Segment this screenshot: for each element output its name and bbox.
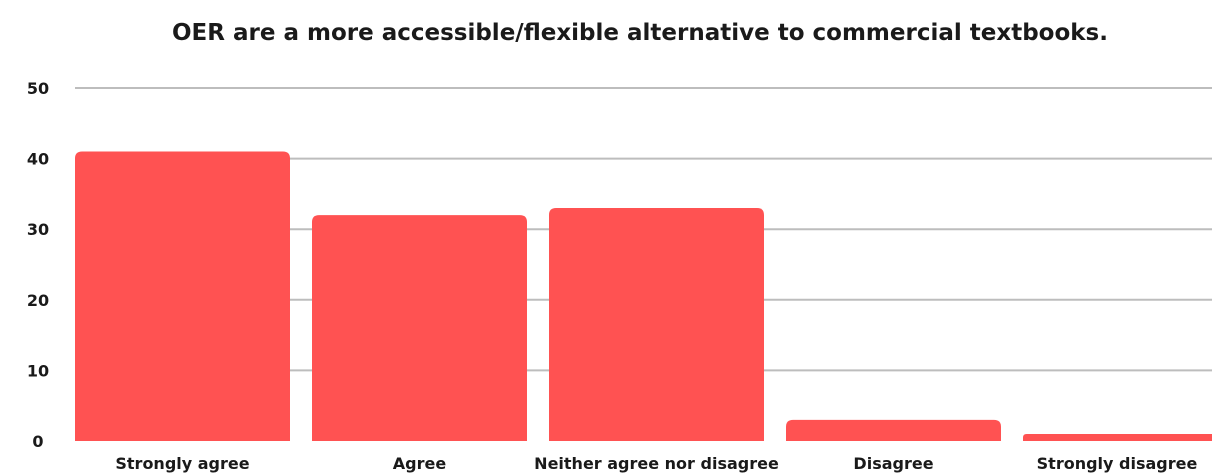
bar-agree (312, 215, 527, 441)
x-category-label: Disagree (853, 454, 933, 473)
y-tick-label: 30 (27, 220, 49, 239)
bar-disagree (786, 419, 1001, 441)
y-axis-tick-labels: 0 10 20 30 40 50 (27, 79, 49, 451)
y-tick-label: 20 (27, 291, 49, 310)
bar-strongly-agree (75, 151, 290, 442)
y-tick-label: 50 (27, 79, 49, 98)
bar-strongly-disagree (1023, 433, 1212, 441)
x-category-label: Strongly agree (115, 454, 249, 473)
chart-title: OER are a more accessible/flexible alter… (172, 20, 1108, 46)
x-axis-category-labels: Strongly agree Agree Neither agree nor dis… (115, 454, 1197, 473)
bar-neither-agree-nor-disagree (549, 208, 764, 441)
bars (75, 151, 1212, 442)
y-tick-label: 10 (27, 361, 49, 380)
x-category-label: Agree (393, 454, 447, 473)
x-category-label: Strongly disagree (1037, 454, 1198, 473)
y-tick-label: 40 (27, 150, 49, 169)
y-tick-label: 0 (32, 432, 43, 451)
x-category-label: Neither agree nor disagree (534, 454, 779, 473)
